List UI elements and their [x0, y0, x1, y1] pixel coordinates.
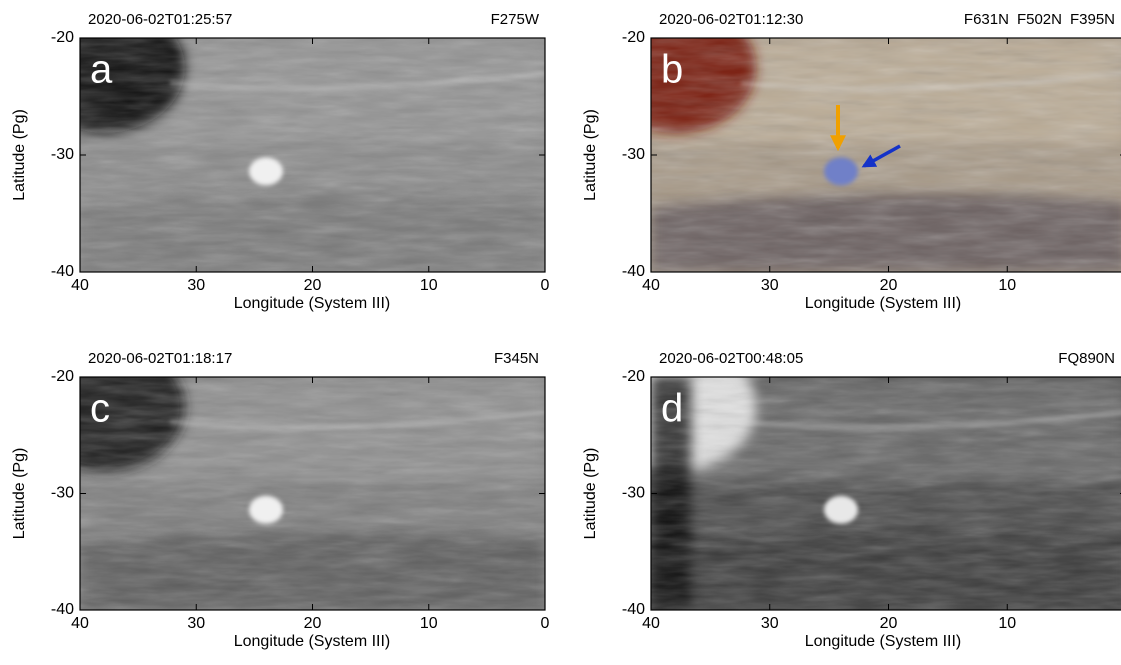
x-tick-label: 10	[998, 615, 1016, 632]
filter-name: F345N	[494, 350, 539, 367]
y-tick-label: -40	[51, 601, 74, 618]
x-tick-label: 0	[541, 615, 550, 632]
planet-image	[596, 342, 1121, 610]
y-tick-label: -30	[622, 485, 645, 502]
x-tick-label: 10	[998, 277, 1016, 294]
y-tick-label: -20	[622, 29, 645, 46]
filter-name: F502N	[1017, 11, 1062, 28]
planet-image	[25, 3, 545, 272]
x-tick-label: 20	[880, 277, 898, 294]
y-tick-label: -20	[622, 368, 645, 385]
filter-name: F395N	[1070, 11, 1115, 28]
panel-letter: b	[661, 48, 683, 92]
x-tick-label: 30	[761, 277, 779, 294]
x-tick-label: 30	[187, 277, 205, 294]
planet-image	[596, 3, 1121, 272]
y-tick-label: -40	[622, 601, 645, 618]
y-axis-label: Latitude (Pg)	[582, 109, 599, 201]
x-tick-label: 10	[420, 615, 438, 632]
timestamp: 2020-06-02T01:25:57	[88, 11, 232, 28]
figure: a2020-06-02T01:25:57F275W403020100-20-30…	[0, 0, 1121, 665]
x-tick-label: 20	[880, 615, 898, 632]
y-tick-label: -30	[622, 146, 645, 163]
x-tick-label: 20	[304, 277, 322, 294]
timestamp: 2020-06-02T01:18:17	[88, 350, 232, 367]
y-tick-label: -40	[51, 263, 74, 280]
timestamp: 2020-06-02T00:48:05	[659, 350, 803, 367]
y-axis-label: Latitude (Pg)	[11, 109, 28, 201]
y-tick-label: -20	[51, 29, 74, 46]
panel-letter: c	[90, 387, 110, 431]
x-tick-label: 20	[304, 615, 322, 632]
x-axis-label: Longitude (System III)	[805, 295, 962, 312]
panel: d2020-06-02T00:48:05FQ890N403020100-20-3…	[582, 342, 1121, 650]
y-tick-label: -30	[51, 146, 74, 163]
filter-name: F631N	[964, 11, 1009, 28]
x-tick-label: 30	[187, 615, 205, 632]
panel-letter: a	[90, 48, 113, 92]
y-tick-label: -20	[51, 368, 74, 385]
x-axis-label: Longitude (System III)	[234, 295, 391, 312]
x-tick-label: 0	[541, 277, 550, 294]
x-tick-label: 10	[420, 277, 438, 294]
y-axis-label: Latitude (Pg)	[11, 448, 28, 540]
timestamp: 2020-06-02T01:12:30	[659, 11, 803, 28]
filter-name: FQ890N	[1058, 350, 1115, 367]
panel-letter: d	[661, 387, 683, 431]
x-tick-label: 30	[761, 615, 779, 632]
x-axis-label: Longitude (System III)	[234, 633, 391, 650]
y-axis-label: Latitude (Pg)	[582, 448, 599, 540]
y-tick-label: -30	[51, 485, 74, 502]
y-tick-label: -40	[622, 263, 645, 280]
x-axis-label: Longitude (System III)	[805, 633, 962, 650]
planet-image	[25, 342, 545, 610]
filter-name: F275W	[491, 11, 540, 28]
